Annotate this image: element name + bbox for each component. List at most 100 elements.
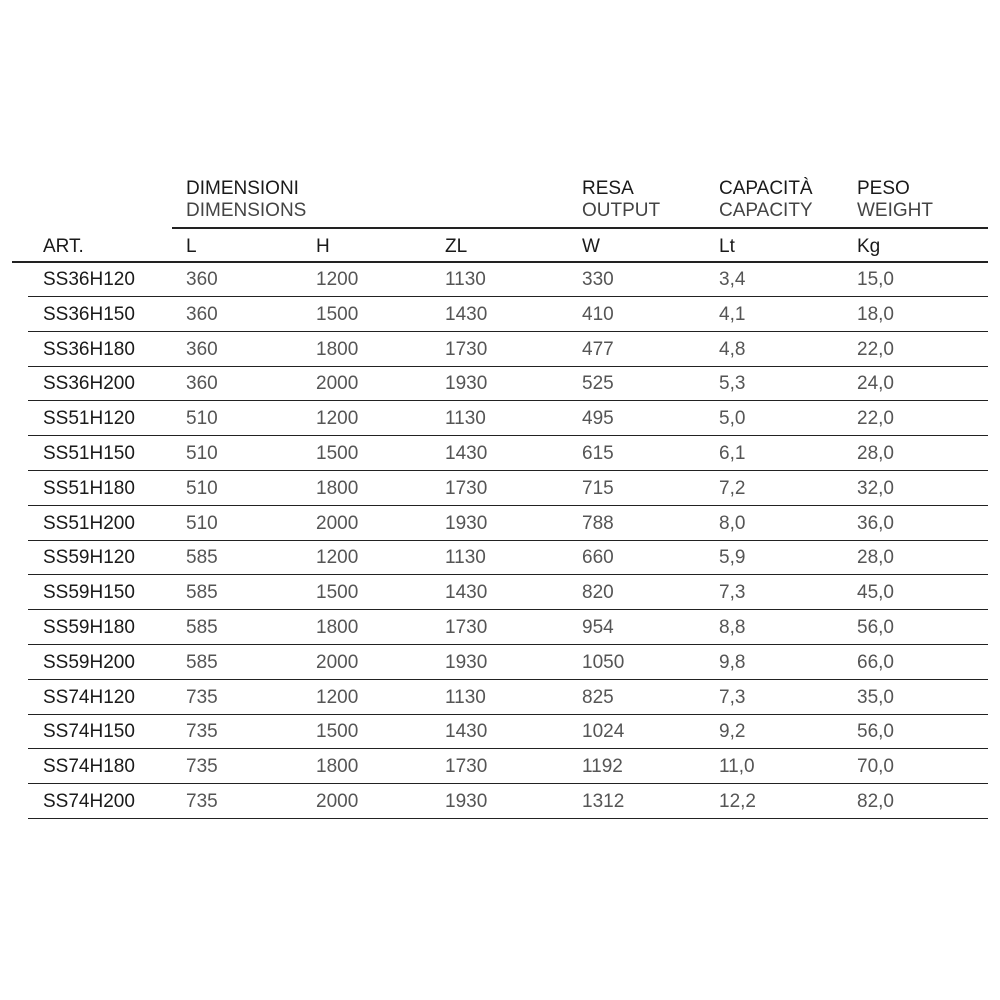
- table-row: SS36H180 360 1800 1730 477 4,8 22,0: [0, 332, 1000, 367]
- cell-h: 1800: [316, 756, 359, 778]
- cell-art: SS74H200: [43, 791, 135, 812]
- cell-kg: 32,0: [857, 477, 894, 499]
- cell-zl: 1730: [445, 617, 488, 638]
- cell-h: 2000: [316, 512, 359, 534]
- cell-zl: 1430: [445, 582, 488, 604]
- cell-lt: 3,4: [719, 269, 746, 290]
- cell-h: 1800: [316, 617, 359, 638]
- col-zl: ZL: [445, 236, 468, 257]
- cell-lt: 7,3: [719, 686, 746, 708]
- cell-kg: 70,0: [857, 756, 894, 778]
- cell-lt: 9,2: [719, 721, 746, 743]
- cell-zl: 1930: [445, 651, 488, 673]
- cell-kg: 35,0: [857, 686, 894, 708]
- row-divider: [28, 574, 988, 576]
- cell-art: SS36H150: [43, 303, 135, 325]
- cell-l: 360: [186, 303, 218, 325]
- header-divider: [12, 261, 988, 263]
- cell-art: SS59H180: [43, 617, 135, 638]
- cell-w: 954: [582, 617, 614, 638]
- cell-lt: 5,3: [719, 373, 746, 395]
- cell-w: 330: [582, 269, 614, 290]
- cell-art: SS51H150: [43, 443, 135, 464]
- cell-zl: 1130: [445, 686, 486, 708]
- cell-art: SS74H120: [43, 686, 135, 708]
- cell-kg: 82,0: [857, 791, 894, 812]
- cell-h: 1500: [316, 582, 359, 604]
- group-capacity-it: CAPACITÀ: [719, 178, 813, 199]
- cell-lt: 4,1: [719, 303, 746, 325]
- cell-h: 1500: [316, 443, 359, 464]
- cell-lt: 9,8: [719, 651, 746, 673]
- row-divider: [28, 678, 988, 680]
- col-w: W: [582, 236, 600, 257]
- group-dimensions-it: DIMENSIONI: [186, 178, 299, 199]
- table-row: SS59H180 585 1800 1730 954 8,8 56,0: [0, 610, 1000, 645]
- group-divider: [172, 227, 988, 229]
- col-h: H: [316, 236, 330, 257]
- row-divider: [28, 365, 988, 367]
- row-divider: [28, 400, 988, 402]
- table-row: SS36H120 360 1200 1130 330 3,4 15,0: [0, 262, 1000, 297]
- cell-art: SS59H150: [43, 582, 135, 604]
- cell-w: 788: [582, 512, 614, 534]
- cell-zl: 1930: [445, 791, 488, 812]
- cell-lt: 5,9: [719, 547, 746, 569]
- cell-kg: 24,0: [857, 373, 894, 395]
- cell-art: SS74H150: [43, 721, 135, 743]
- group-weight-en: WEIGHT: [857, 200, 933, 221]
- cell-h: 2000: [316, 791, 359, 812]
- cell-w: 525: [582, 373, 614, 395]
- cell-art: SS36H120: [43, 269, 135, 290]
- table-row: SS59H150 585 1500 1430 820 7,3 45,0: [0, 575, 1000, 611]
- cell-h: 1500: [316, 303, 359, 325]
- cell-l: 585: [186, 547, 218, 569]
- cell-lt: 7,3: [719, 582, 746, 604]
- row-divider: [28, 818, 988, 819]
- cell-w: 495: [582, 408, 614, 430]
- cell-lt: 4,8: [719, 338, 746, 360]
- row-divider: [28, 748, 988, 750]
- cell-h: 2000: [316, 373, 359, 395]
- cell-kg: 56,0: [857, 617, 894, 638]
- cell-lt: 8,8: [719, 617, 746, 638]
- col-lt: Lt: [719, 236, 735, 257]
- row-divider: [28, 713, 988, 715]
- cell-w: 820: [582, 582, 614, 604]
- cell-w: 715: [582, 477, 614, 499]
- cell-kg: 22,0: [857, 338, 894, 360]
- cell-zl: 1730: [445, 477, 488, 499]
- cell-l: 360: [186, 338, 218, 360]
- table-row: SS74H150 735 1500 1430 1024 9,2 56,0: [0, 714, 1000, 750]
- cell-w: 1050: [582, 651, 625, 673]
- cell-l: 510: [186, 408, 218, 430]
- cell-h: 1200: [316, 547, 359, 569]
- cell-kg: 18,0: [857, 303, 894, 325]
- table-row: SS74H180 735 1800 1730 1192 11,0 70,0: [0, 749, 1000, 785]
- row-divider: [28, 504, 988, 506]
- cell-l: 735: [186, 721, 218, 743]
- row-divider: [28, 783, 988, 785]
- table-row: SS74H120 735 1200 1130 825 7,3 35,0: [0, 680, 1000, 715]
- cell-h: 1200: [316, 686, 359, 708]
- cell-l: 585: [186, 617, 218, 638]
- cell-art: SS59H120: [43, 547, 135, 569]
- cell-h: 1200: [316, 408, 359, 430]
- group-output-it: RESA: [582, 178, 634, 199]
- group-dimensions-en: DIMENSIONS: [186, 200, 307, 221]
- col-l: L: [186, 236, 197, 257]
- col-art: ART.: [43, 236, 84, 257]
- cell-l: 360: [186, 373, 218, 395]
- cell-h: 1800: [316, 338, 359, 360]
- cell-l: 735: [186, 686, 218, 708]
- cell-zl: 1930: [445, 373, 488, 395]
- cell-zl: 1430: [445, 443, 488, 464]
- cell-art: SS51H200: [43, 512, 135, 534]
- cell-zl: 1130: [445, 408, 486, 430]
- cell-art: SS59H200: [43, 651, 135, 673]
- cell-kg: 56,0: [857, 721, 894, 743]
- cell-l: 510: [186, 443, 218, 464]
- cell-lt: 8,0: [719, 512, 746, 534]
- row-divider: [28, 296, 988, 297]
